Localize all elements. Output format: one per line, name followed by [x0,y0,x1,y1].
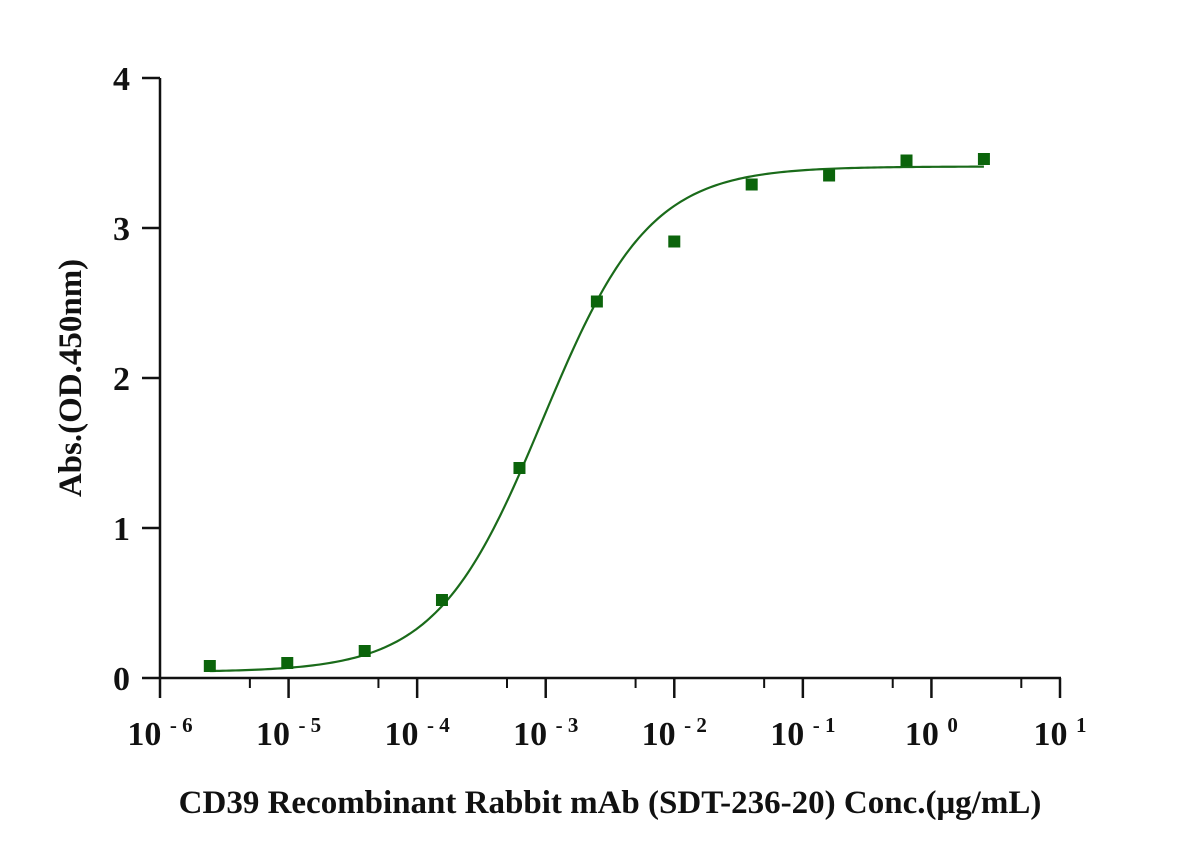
fit-curve [209,165,984,673]
x-tick-label: 10 - 6 [127,713,192,753]
x-tick-label: 10 - 2 [642,713,707,753]
data-point [435,594,448,606]
x-tick-label: 10 - 1 [770,713,835,753]
x-tick-label: 10 - 4 [385,713,451,753]
axes: 0 1 2 3 4 10 - 6 10 - 5 10 - 4 10 - 3 10 - 2 10 - … [113,61,1087,753]
y-axis-title: Abs.(OD.450nm) [53,259,89,497]
x-axis-title: CD39 Recombinant Rabbit mAb (SDT-236-20)… [179,785,1042,821]
data-point [358,645,371,657]
x-tick-label: 10 1 [1034,713,1087,753]
data-point [203,660,216,672]
y-tick-label: 2 [113,361,130,398]
data-point [513,462,526,474]
y-tick-label: 4 [113,61,130,98]
data-point [823,169,836,182]
x-tick-label: 10 0 [905,713,958,753]
data-point [668,235,681,248]
data-point [900,154,913,167]
y-tick-label: 3 [113,211,130,248]
data-point [590,295,603,308]
data-point [281,657,294,669]
fit-curve-layer [209,165,984,673]
x-tick-label: 10 - 5 [256,713,321,753]
x-tick-label: 10 - 3 [513,713,578,753]
y-tick-label: 0 [113,661,130,698]
data-points [203,153,990,672]
y-tick-label: 1 [113,511,130,548]
data-point [977,153,990,165]
data-point [745,178,758,191]
